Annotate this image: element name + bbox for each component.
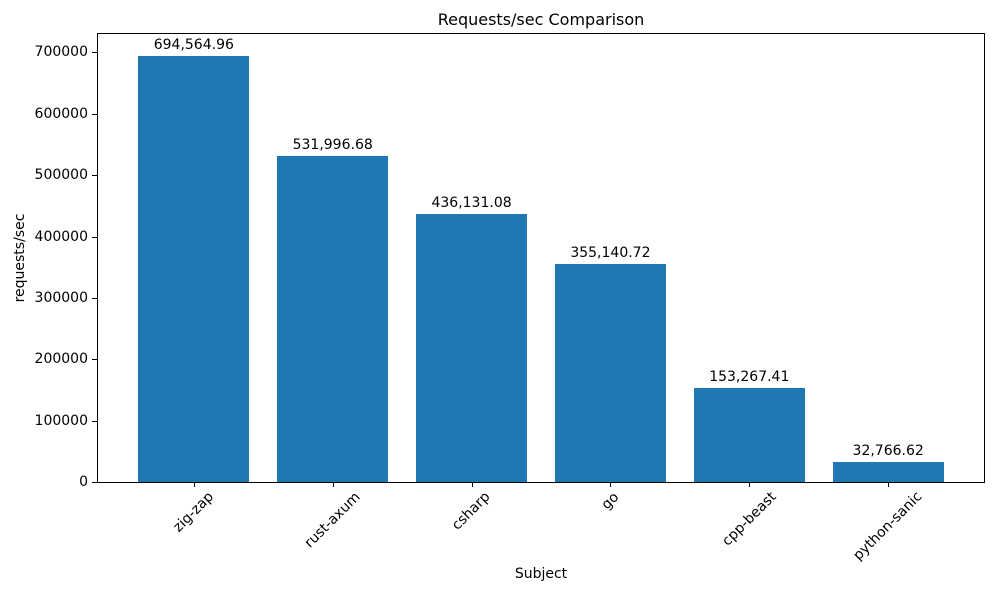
x-tick-mark (194, 482, 195, 487)
x-tick-label: csharp (448, 488, 494, 534)
bar-value-label: 153,267.41 (709, 368, 790, 385)
bar-value-label: 531,996.68 (292, 136, 373, 153)
y-tick-label: 100000 (34, 413, 88, 429)
y-tick-label: 400000 (34, 229, 88, 245)
plot-area: 694,564.96 531,996.68 436,131.08 355,140.72… (97, 33, 985, 483)
x-tick-mark (472, 482, 473, 487)
bar (554, 264, 666, 482)
x-tick-mark (610, 482, 611, 487)
bar (693, 387, 805, 482)
y-tick-mark (92, 52, 97, 53)
y-tick-label: 500000 (34, 167, 88, 183)
bar-value-label: 32,766.62 (852, 442, 924, 459)
y-tick-label: 0 (79, 474, 88, 490)
bar (416, 214, 528, 482)
y-tick-mark (92, 298, 97, 299)
x-tick-label: cpp-beast (718, 488, 780, 550)
y-tick-label: 600000 (34, 106, 88, 122)
x-tick-mark (888, 482, 889, 487)
bar-value-label: 694,564.96 (153, 36, 234, 53)
x-tick-label: rust-axum (301, 489, 364, 552)
bar (832, 461, 944, 482)
y-tick-label: 300000 (34, 290, 88, 306)
bar-value-label: 355,140.72 (570, 245, 651, 262)
y-tick-mark (92, 175, 97, 176)
y-tick-mark (92, 421, 97, 422)
x-tick-label: go (598, 488, 623, 513)
x-tick-mark (333, 482, 334, 487)
y-tick-label: 700000 (34, 44, 88, 60)
bar-value-label: 436,131.08 (431, 195, 512, 212)
y-tick-mark (92, 114, 97, 115)
y-tick-mark (92, 482, 97, 483)
x-tick-label: zig-zap (170, 488, 217, 536)
x-tick-mark (749, 482, 750, 487)
y-tick-mark (92, 237, 97, 238)
x-tick-label: python-sanic (850, 488, 926, 565)
y-tick-label: 200000 (34, 351, 88, 367)
x-axis-label: Subject (514, 566, 568, 582)
y-tick-mark (92, 359, 97, 360)
bar (277, 155, 389, 482)
bar (138, 55, 250, 482)
chart-title: Requests/sec Comparison (437, 10, 645, 29)
